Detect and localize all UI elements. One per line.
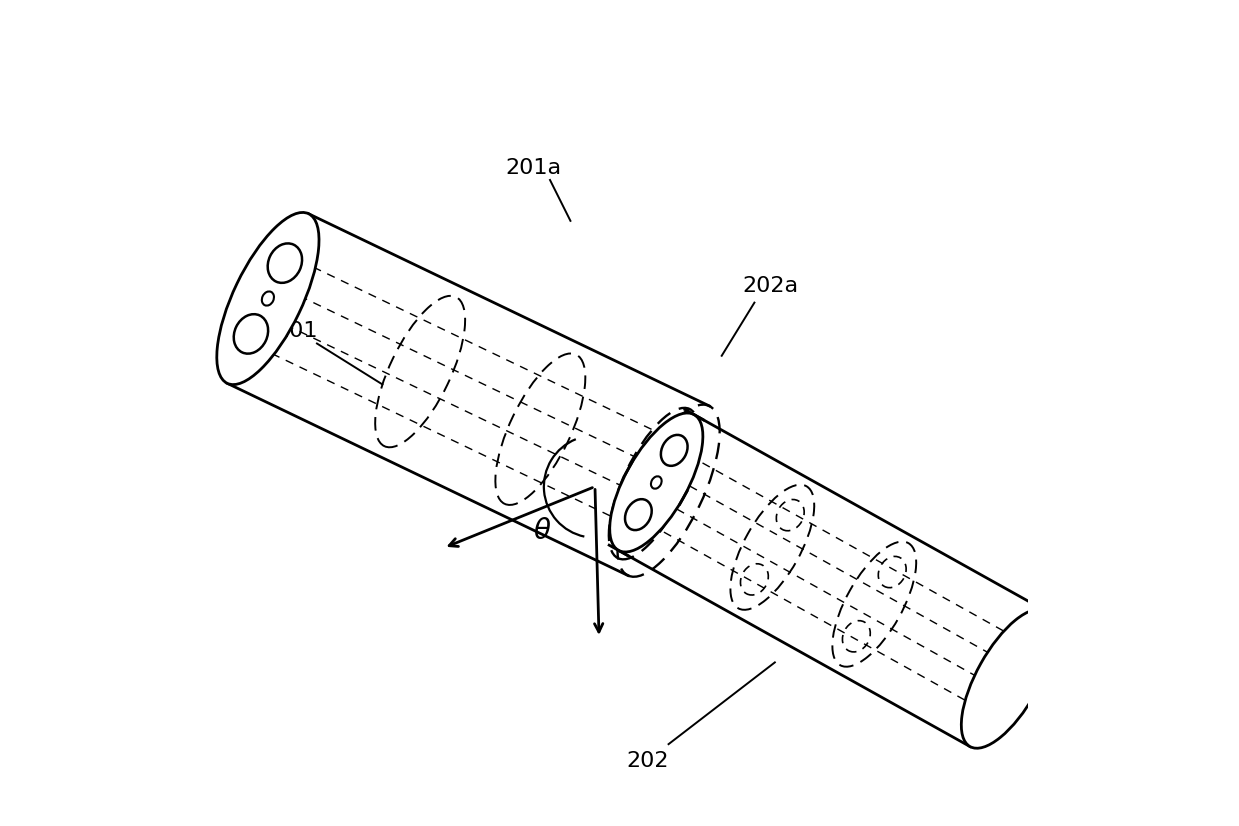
Text: 202: 202 [627, 751, 669, 771]
Text: 201: 201 [275, 321, 317, 341]
Text: 202a: 202a [742, 276, 799, 297]
Text: $\theta$: $\theta$ [533, 518, 551, 545]
Ellipse shape [261, 292, 274, 306]
Text: 201a: 201a [506, 158, 561, 178]
Ellipse shape [650, 477, 662, 489]
Ellipse shape [660, 435, 688, 466]
Ellipse shape [961, 610, 1054, 748]
Ellipse shape [268, 244, 302, 282]
Ellipse shape [610, 413, 703, 552]
Ellipse shape [624, 499, 652, 530]
Ellipse shape [217, 212, 318, 385]
Ellipse shape [234, 314, 268, 354]
